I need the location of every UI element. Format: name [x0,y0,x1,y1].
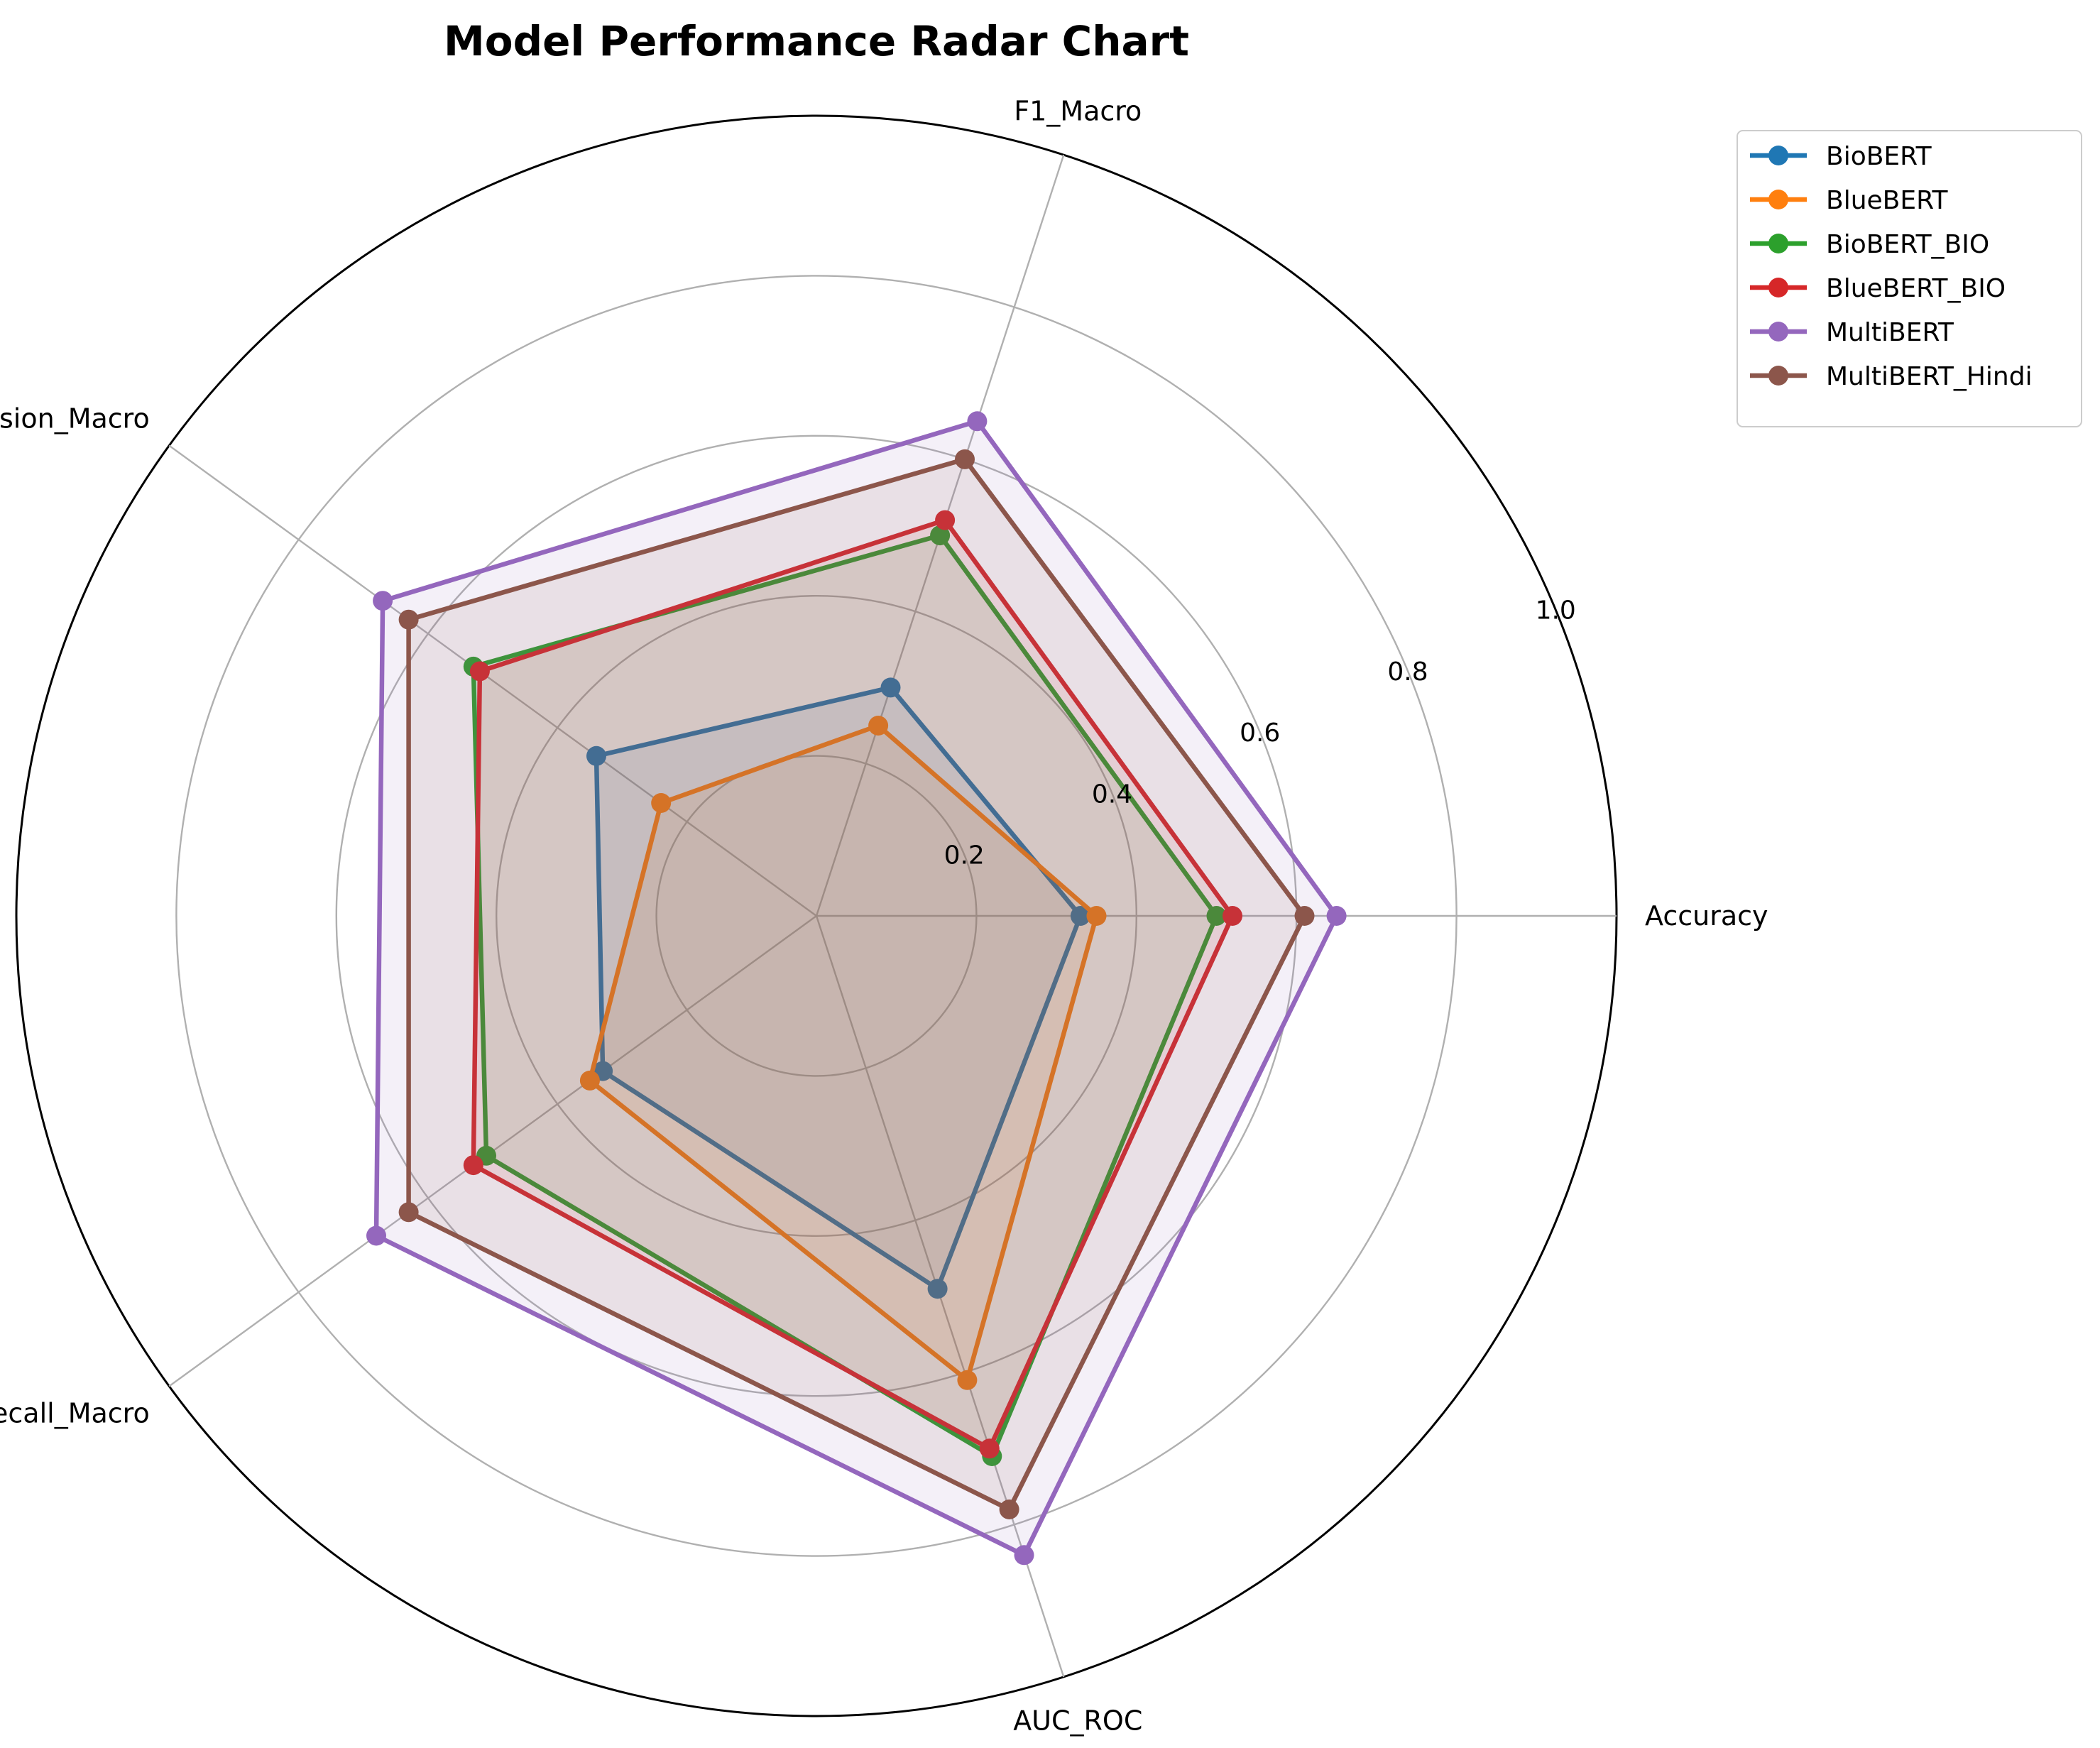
data-point [930,525,951,546]
radar-labels: 0.2 0.4 0.6 0.8 1.0 Accuracy F1_Macro Precision… [0,95,1768,1736]
legend-marker [1768,190,1788,209]
data-point [1206,906,1227,926]
data-point [579,1070,600,1091]
data-point [651,793,672,813]
axis-label: F1_Macro [1014,95,1142,126]
legend-label: BioBERT_BIO [1826,230,1989,259]
data-point [979,1438,1000,1459]
data-point [586,745,606,766]
legend-marker [1768,278,1788,297]
data-point [469,661,490,682]
data-point [1294,906,1315,926]
r-tick-label: 0.2 [944,841,985,870]
data-point [935,510,956,530]
legend-box [1737,130,2082,427]
axis-label: Precision_Macro [0,403,150,434]
r-tick-label: 0.6 [1240,719,1280,748]
series-fill [596,687,1081,1289]
data-point [967,411,988,432]
legend: BioBERT BlueBERT BioBERT_BIO BlueBERT_BIO Mu… [1737,130,2082,427]
data-point [957,1370,978,1390]
legend-marker [1768,322,1788,342]
data-point [463,1155,483,1176]
data-point [398,1202,419,1223]
data-point [1086,906,1107,926]
data-point [1070,906,1090,926]
series-fill [589,726,1097,1380]
legend-label: MultiBERT [1826,318,1954,347]
data-point [880,677,901,698]
data-point [1014,1545,1034,1566]
legend-label: BlueBERT [1826,186,1949,215]
legend-marker [1768,146,1788,165]
data-point [927,1279,948,1299]
series-line [373,419,1339,1558]
r-tick-label: 0.4 [1092,780,1132,809]
data-point [955,449,975,469]
series-fill [376,421,1337,1556]
series-line [471,518,1235,1451]
series-line [587,723,1099,1383]
spoke-line [168,444,817,917]
axis-label: Recall_Macro [0,1398,150,1429]
data-point [1326,906,1347,926]
data-point [1223,906,1242,926]
legend-label: BioBERT [1826,142,1932,171]
r-tick-label: 1.0 [1536,596,1576,626]
legend-label: BlueBERT_BIO [1826,274,2006,303]
series-line [406,457,1307,1512]
data-point [868,716,889,736]
series-line [594,685,1083,1291]
series-fill [473,535,1217,1456]
legend-marker [1768,366,1788,386]
radar-series [366,411,1347,1566]
legend-marker [1768,234,1788,253]
legend-label: MultiBERT_Hindi [1826,362,2033,391]
series-fill [473,520,1232,1449]
axis-label: AUC_ROC [1013,1705,1142,1737]
r-tick-label: 0.8 [1387,657,1428,687]
data-point [373,591,393,611]
chart-title: Model Performance Radar Chart [444,17,1189,65]
data-point [999,1500,1019,1519]
data-point [398,609,419,630]
data-point [366,1225,386,1246]
series-fill [408,459,1305,1509]
axis-label: Accuracy [1645,900,1768,932]
